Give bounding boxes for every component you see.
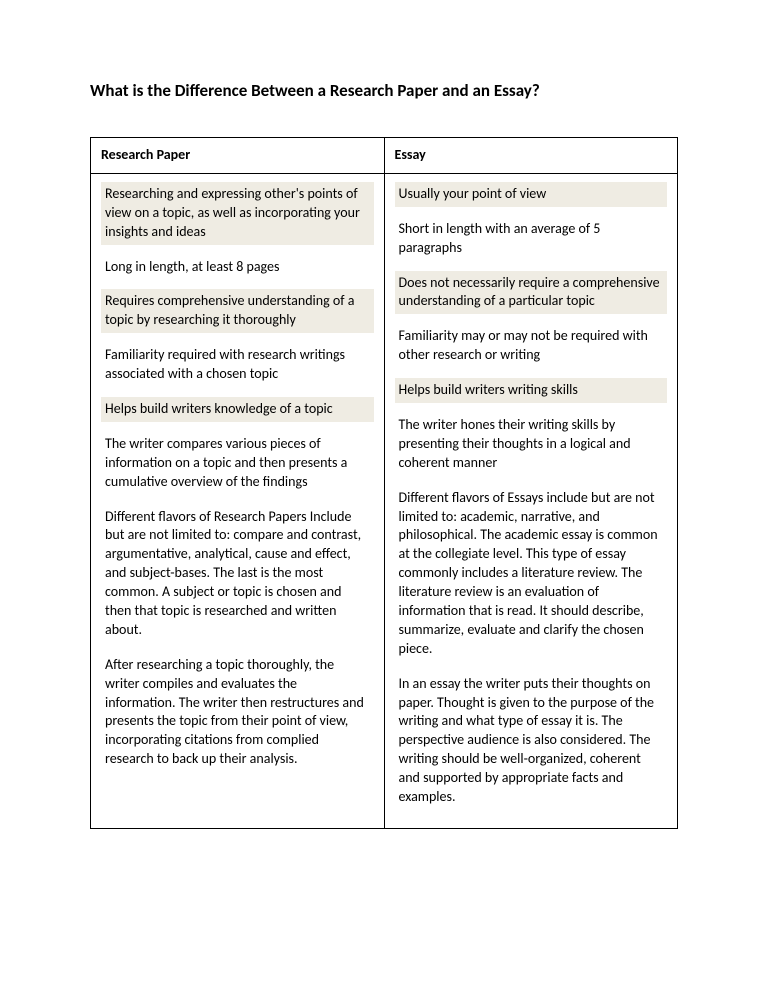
essay-point-1: Usually your point of view: [395, 182, 668, 207]
essay-point-2: Short in length with an average of 5 par…: [395, 217, 668, 261]
rp-point-3: Requires comprehensive understanding of …: [101, 289, 374, 333]
rp-point-6: The writer compares various pieces of in…: [101, 432, 374, 495]
essay-column: Usually your point of view Short in leng…: [384, 173, 678, 828]
essay-point-6: The writer hones their writing skills by…: [395, 413, 668, 476]
rp-point-1: Researching and expressing other's point…: [101, 182, 374, 245]
header-left: Research Paper: [91, 138, 385, 174]
header-right: Essay: [384, 138, 678, 174]
essay-point-8: In an essay the writer puts their though…: [395, 672, 668, 810]
table-header-row: Research Paper Essay: [91, 138, 678, 174]
table-body-row: Researching and expressing other's point…: [91, 173, 678, 828]
rp-point-4: Familiarity required with research writi…: [101, 343, 374, 387]
essay-point-7: Different flavors of Essays include but …: [395, 486, 668, 662]
page-title: What is the Difference Between a Researc…: [90, 80, 678, 101]
comparison-table: Research Paper Essay Researching and exp…: [90, 137, 678, 829]
rp-point-2: Long in length, at least 8 pages: [101, 255, 374, 280]
essay-point-3: Does not necessarily require a comprehen…: [395, 271, 668, 315]
essay-point-4: Familiarity may or may not be required w…: [395, 324, 668, 368]
rp-point-8: After researching a topic thoroughly, th…: [101, 653, 374, 772]
rp-point-5: Helps build writers knowledge of a topic: [101, 397, 374, 422]
research-paper-column: Researching and expressing other's point…: [91, 173, 385, 828]
rp-point-7: Different flavors of Research Papers Inc…: [101, 505, 374, 643]
document-page: What is the Difference Between a Researc…: [0, 0, 768, 889]
essay-point-5: Helps build writers writing skills: [395, 378, 668, 403]
